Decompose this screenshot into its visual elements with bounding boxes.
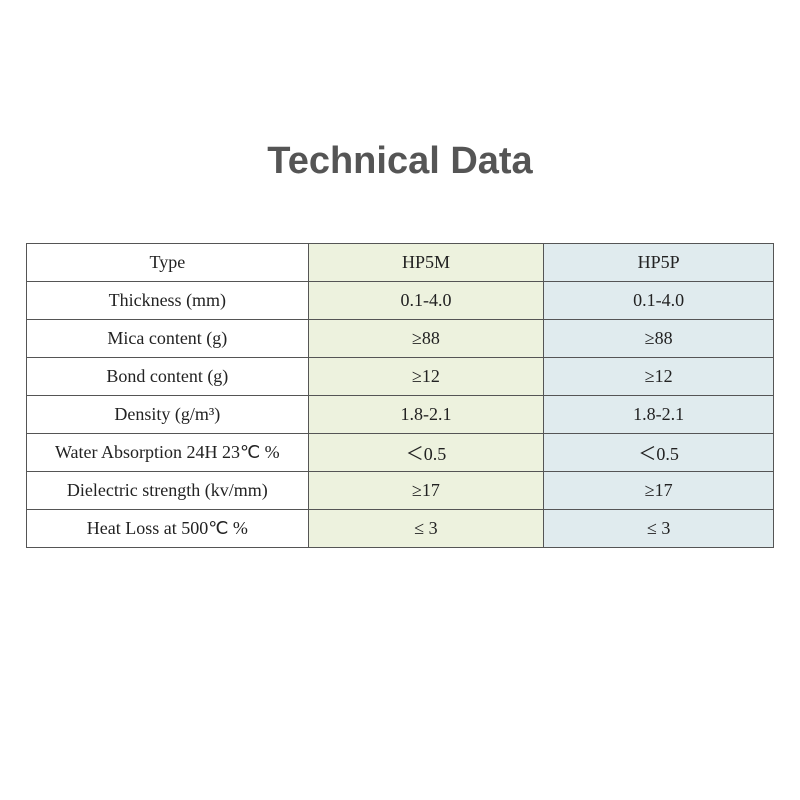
table-cell: 0.1-4.0 [544,282,774,320]
table-cell: Water Absorption 24H 23℃ % [27,434,309,472]
table-body: TypeHP5MHP5PThickness (mm)0.1-4.00.1-4.0… [27,244,774,548]
table-row: TypeHP5MHP5P [27,244,774,282]
table-cell: ≥17 [308,472,544,510]
table-row: Dielectric strength (kv/mm)≥17≥17 [27,472,774,510]
table-row: Thickness (mm)0.1-4.00.1-4.0 [27,282,774,320]
table-row: Heat Loss at 500℃ %≤ 3≤ 3 [27,510,774,548]
table-cell: 0.1-4.0 [308,282,544,320]
table-cell: ≥88 [544,320,774,358]
page-title: Technical Data [267,140,532,183]
table-cell: 1.8-2.1 [544,396,774,434]
table-cell: Mica content (g) [27,320,309,358]
table-cell: ≤ 3 [544,510,774,548]
table-cell: ≥88 [308,320,544,358]
table-cell: 1.8-2.1 [308,396,544,434]
table-cell: Type [27,244,309,282]
table-cell: ＜0.5 [308,434,544,472]
table-cell: ＜0.5 [544,434,774,472]
table-cell: Density (g/m³) [27,396,309,434]
table-row: Bond content (g)≥12≥12 [27,358,774,396]
table-cell: HP5P [544,244,774,282]
table-cell: ≥17 [544,472,774,510]
table-cell: Dielectric strength (kv/mm) [27,472,309,510]
table-row: Mica content (g)≥88≥88 [27,320,774,358]
technical-data-table: TypeHP5MHP5PThickness (mm)0.1-4.00.1-4.0… [26,243,774,548]
table-row: Density (g/m³)1.8-2.11.8-2.1 [27,396,774,434]
table-row: Water Absorption 24H 23℃ %＜0.5＜0.5 [27,434,774,472]
table-cell: Bond content (g) [27,358,309,396]
table-cell: HP5M [308,244,544,282]
table-cell: Heat Loss at 500℃ % [27,510,309,548]
table-cell: ≥12 [308,358,544,396]
table-cell: ≥12 [544,358,774,396]
table-cell: ≤ 3 [308,510,544,548]
table-cell: Thickness (mm) [27,282,309,320]
